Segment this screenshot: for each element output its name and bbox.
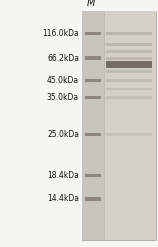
Bar bbox=[106, 61, 152, 68]
Bar bbox=[85, 174, 101, 177]
Text: 66.2kDa: 66.2kDa bbox=[47, 54, 79, 62]
Bar bbox=[85, 56, 101, 60]
Bar bbox=[82, 11, 104, 240]
Bar bbox=[106, 57, 152, 60]
Bar bbox=[104, 11, 156, 240]
Text: 14.4kDa: 14.4kDa bbox=[47, 194, 79, 203]
Bar bbox=[85, 79, 101, 82]
Bar bbox=[106, 133, 152, 136]
Bar bbox=[106, 50, 152, 53]
Text: 25.0kDa: 25.0kDa bbox=[47, 130, 79, 139]
Bar bbox=[106, 43, 152, 46]
Text: 35.0kDa: 35.0kDa bbox=[47, 93, 79, 102]
Text: 18.4kDa: 18.4kDa bbox=[47, 171, 79, 180]
Bar bbox=[106, 32, 152, 35]
Text: M: M bbox=[87, 0, 95, 8]
Bar bbox=[85, 197, 101, 201]
Bar bbox=[85, 133, 101, 136]
Bar bbox=[106, 79, 152, 82]
Bar bbox=[85, 32, 101, 35]
Bar bbox=[106, 88, 152, 90]
Text: 45.0kDa: 45.0kDa bbox=[47, 76, 79, 85]
Bar bbox=[106, 96, 152, 99]
Bar bbox=[82, 11, 156, 240]
Bar bbox=[85, 96, 101, 99]
Text: 116.0kDa: 116.0kDa bbox=[42, 29, 79, 38]
Bar bbox=[106, 70, 152, 73]
